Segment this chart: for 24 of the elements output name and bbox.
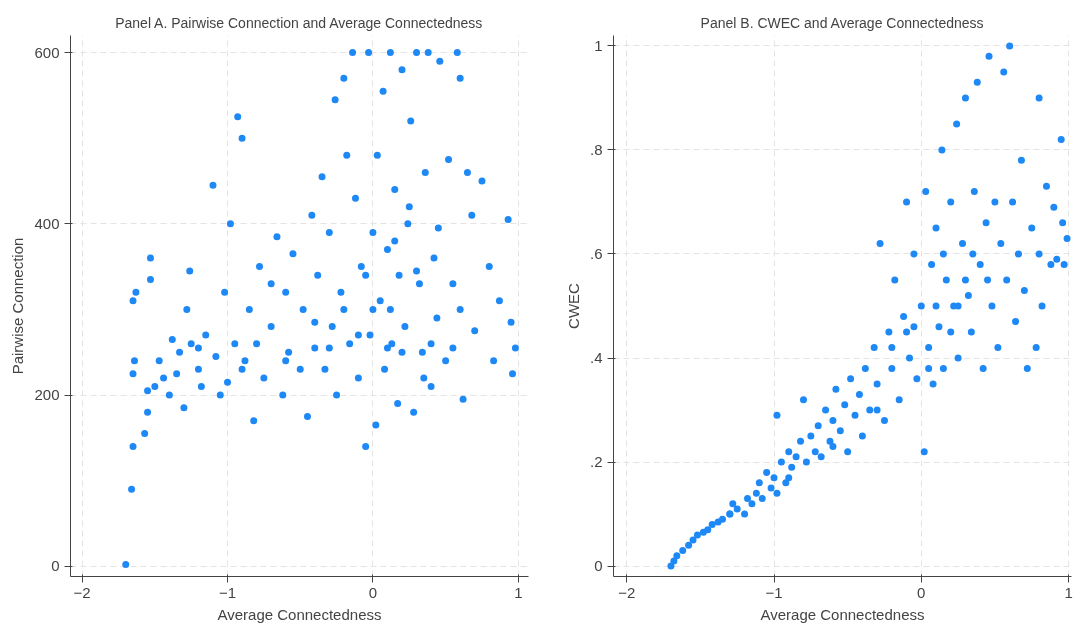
x-tick-label: −2 [73,583,91,601]
y-tick-label: 0 [594,557,603,575]
y-tick-label: 0 [51,557,60,575]
y-tick-label: 600 [34,43,60,61]
chart-title: Panel A. Pairwise Connection and Average Connectedness [115,14,483,31]
y-axis-title: Pairwise Connection [9,237,27,375]
x-axis-title: Average Connectedness [217,605,382,623]
y-axis-title: CWEC [564,282,582,329]
chart-title: Panel B. CWEC and Average Connectedness [700,14,984,31]
x-tick-label: 1 [514,583,523,601]
x-tick-label: −1 [218,583,237,601]
y-tick-label: 1 [594,36,603,54]
y-tick-label: 400 [34,214,60,232]
y-tick-label: .2 [589,453,603,471]
y-tick-label: .6 [589,244,603,262]
x-axis-title: Average Connectedness [760,605,925,623]
x-tick-label: 0 [368,583,378,601]
x-tick-label: 1 [1064,583,1073,601]
x-tick-label: 0 [917,583,926,601]
x-tick-label: −2 [618,583,636,601]
y-tick-label: .4 [589,349,603,367]
y-tick-label: .8 [589,140,603,158]
y-tick-label: 200 [34,386,60,404]
x-tick-label: −1 [765,583,783,601]
